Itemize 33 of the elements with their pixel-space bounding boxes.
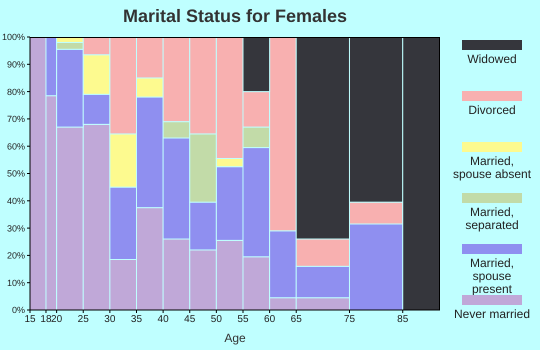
x-tick-label: 75: [344, 314, 356, 326]
x-tick-label: 25: [78, 314, 90, 326]
chart-title: Marital Status for Females: [122, 6, 348, 27]
y-tick-label: 30%: [6, 223, 25, 234]
y-tick-label: 60%: [6, 141, 25, 152]
legend-label: Never married: [454, 307, 530, 321]
y-tick-label: 70%: [6, 114, 25, 124]
legend-label: Married, spouse absent: [452, 154, 532, 181]
legend-label: Divorced: [468, 103, 516, 117]
y-tick-label: 80%: [6, 86, 25, 97]
x-tick-label: 65: [290, 314, 302, 326]
x-tick-label: 60: [264, 314, 276, 326]
y-tick-label: 50%: [6, 168, 25, 179]
text: Widowed: [467, 52, 517, 66]
x-tick-label: 35: [130, 314, 142, 326]
legend-label: Married, spouse present: [468, 256, 515, 296]
y-tick-label: 10%: [6, 278, 25, 288]
y-tick-label: 40%: [6, 196, 25, 206]
x-tick-label: 45: [184, 314, 196, 326]
y-tick-label: 90%: [6, 59, 25, 70]
legend-label: Married, separated: [464, 205, 520, 232]
x-tick-label: 15: [24, 314, 36, 326]
y-tick-label: 100%: [2, 32, 25, 42]
x-tick-label: 18: [40, 314, 52, 326]
x-tick-label: 20: [51, 314, 63, 326]
y-tick-label: 20%: [6, 250, 25, 261]
x-tick-label: 85: [397, 314, 409, 326]
x-axis-title: Age: [224, 331, 246, 345]
x-tick-label: 55: [237, 314, 249, 326]
y-tick-label: 0%: [12, 305, 25, 316]
x-tick-label: 50: [210, 314, 222, 326]
x-tick-label: 30: [104, 314, 116, 326]
x-tick-label: 40: [158, 314, 170, 326]
